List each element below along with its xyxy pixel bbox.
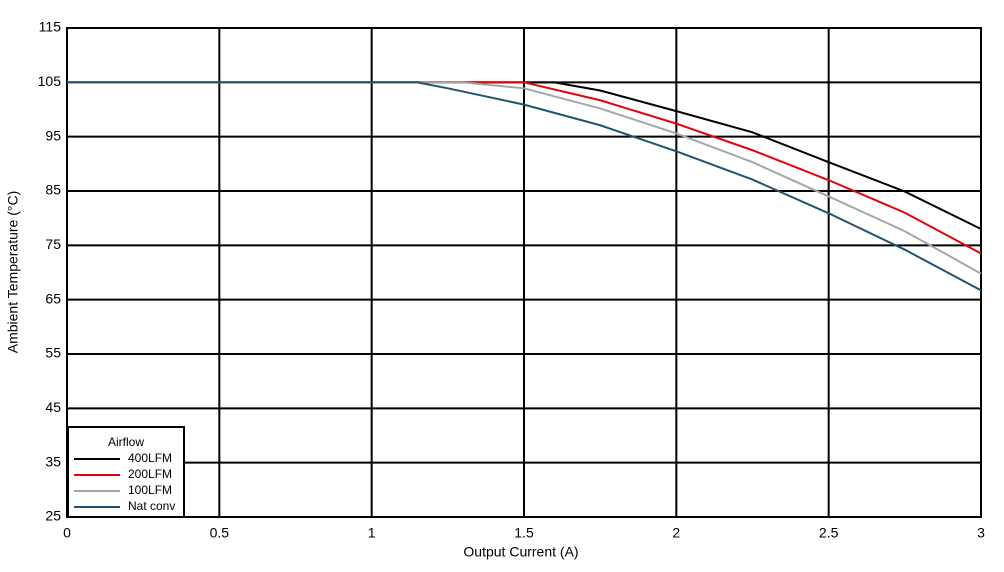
y-tick-label: 75 (45, 236, 61, 252)
y-tick-label: 105 (38, 73, 62, 89)
x-axis-label: Output Current (A) (463, 544, 578, 560)
y-tick-label: 55 (45, 345, 61, 361)
series-line (67, 81, 982, 230)
x-tick-label: 2.5 (819, 525, 839, 541)
x-tick-label: 0 (63, 525, 71, 541)
series-line (67, 81, 982, 275)
legend-label: 400LFM (128, 451, 172, 465)
x-tick-label: 1 (368, 525, 376, 541)
y-tick-label: 65 (45, 290, 61, 306)
series-line (67, 81, 982, 292)
x-tick-label: 2 (672, 525, 680, 541)
y-tick-label: 85 (45, 182, 61, 198)
legend-label: 100LFM (128, 483, 172, 497)
y-tick-label: 25 (45, 508, 61, 524)
y-tick-label: 45 (45, 399, 61, 415)
legend-label: Nat conv (128, 499, 175, 513)
x-tick-label: 0.5 (210, 525, 230, 541)
y-tick-label: 115 (39, 19, 62, 35)
x-tick-label: 1.5 (514, 525, 534, 541)
legend-label: 200LFM (128, 467, 172, 481)
y-tick-label: 95 (45, 127, 61, 143)
y-axis-label: Ambient Temperature (°C) (5, 191, 21, 354)
y-tick-label: 35 (45, 453, 61, 469)
legend: Airflow 400LFM 200LFM 100LFM Nat conv (67, 426, 185, 518)
legend-box (67, 426, 185, 518)
series-line (67, 81, 982, 255)
x-tick-label: 3 (977, 525, 985, 541)
legend-title: Airflow (108, 435, 144, 449)
